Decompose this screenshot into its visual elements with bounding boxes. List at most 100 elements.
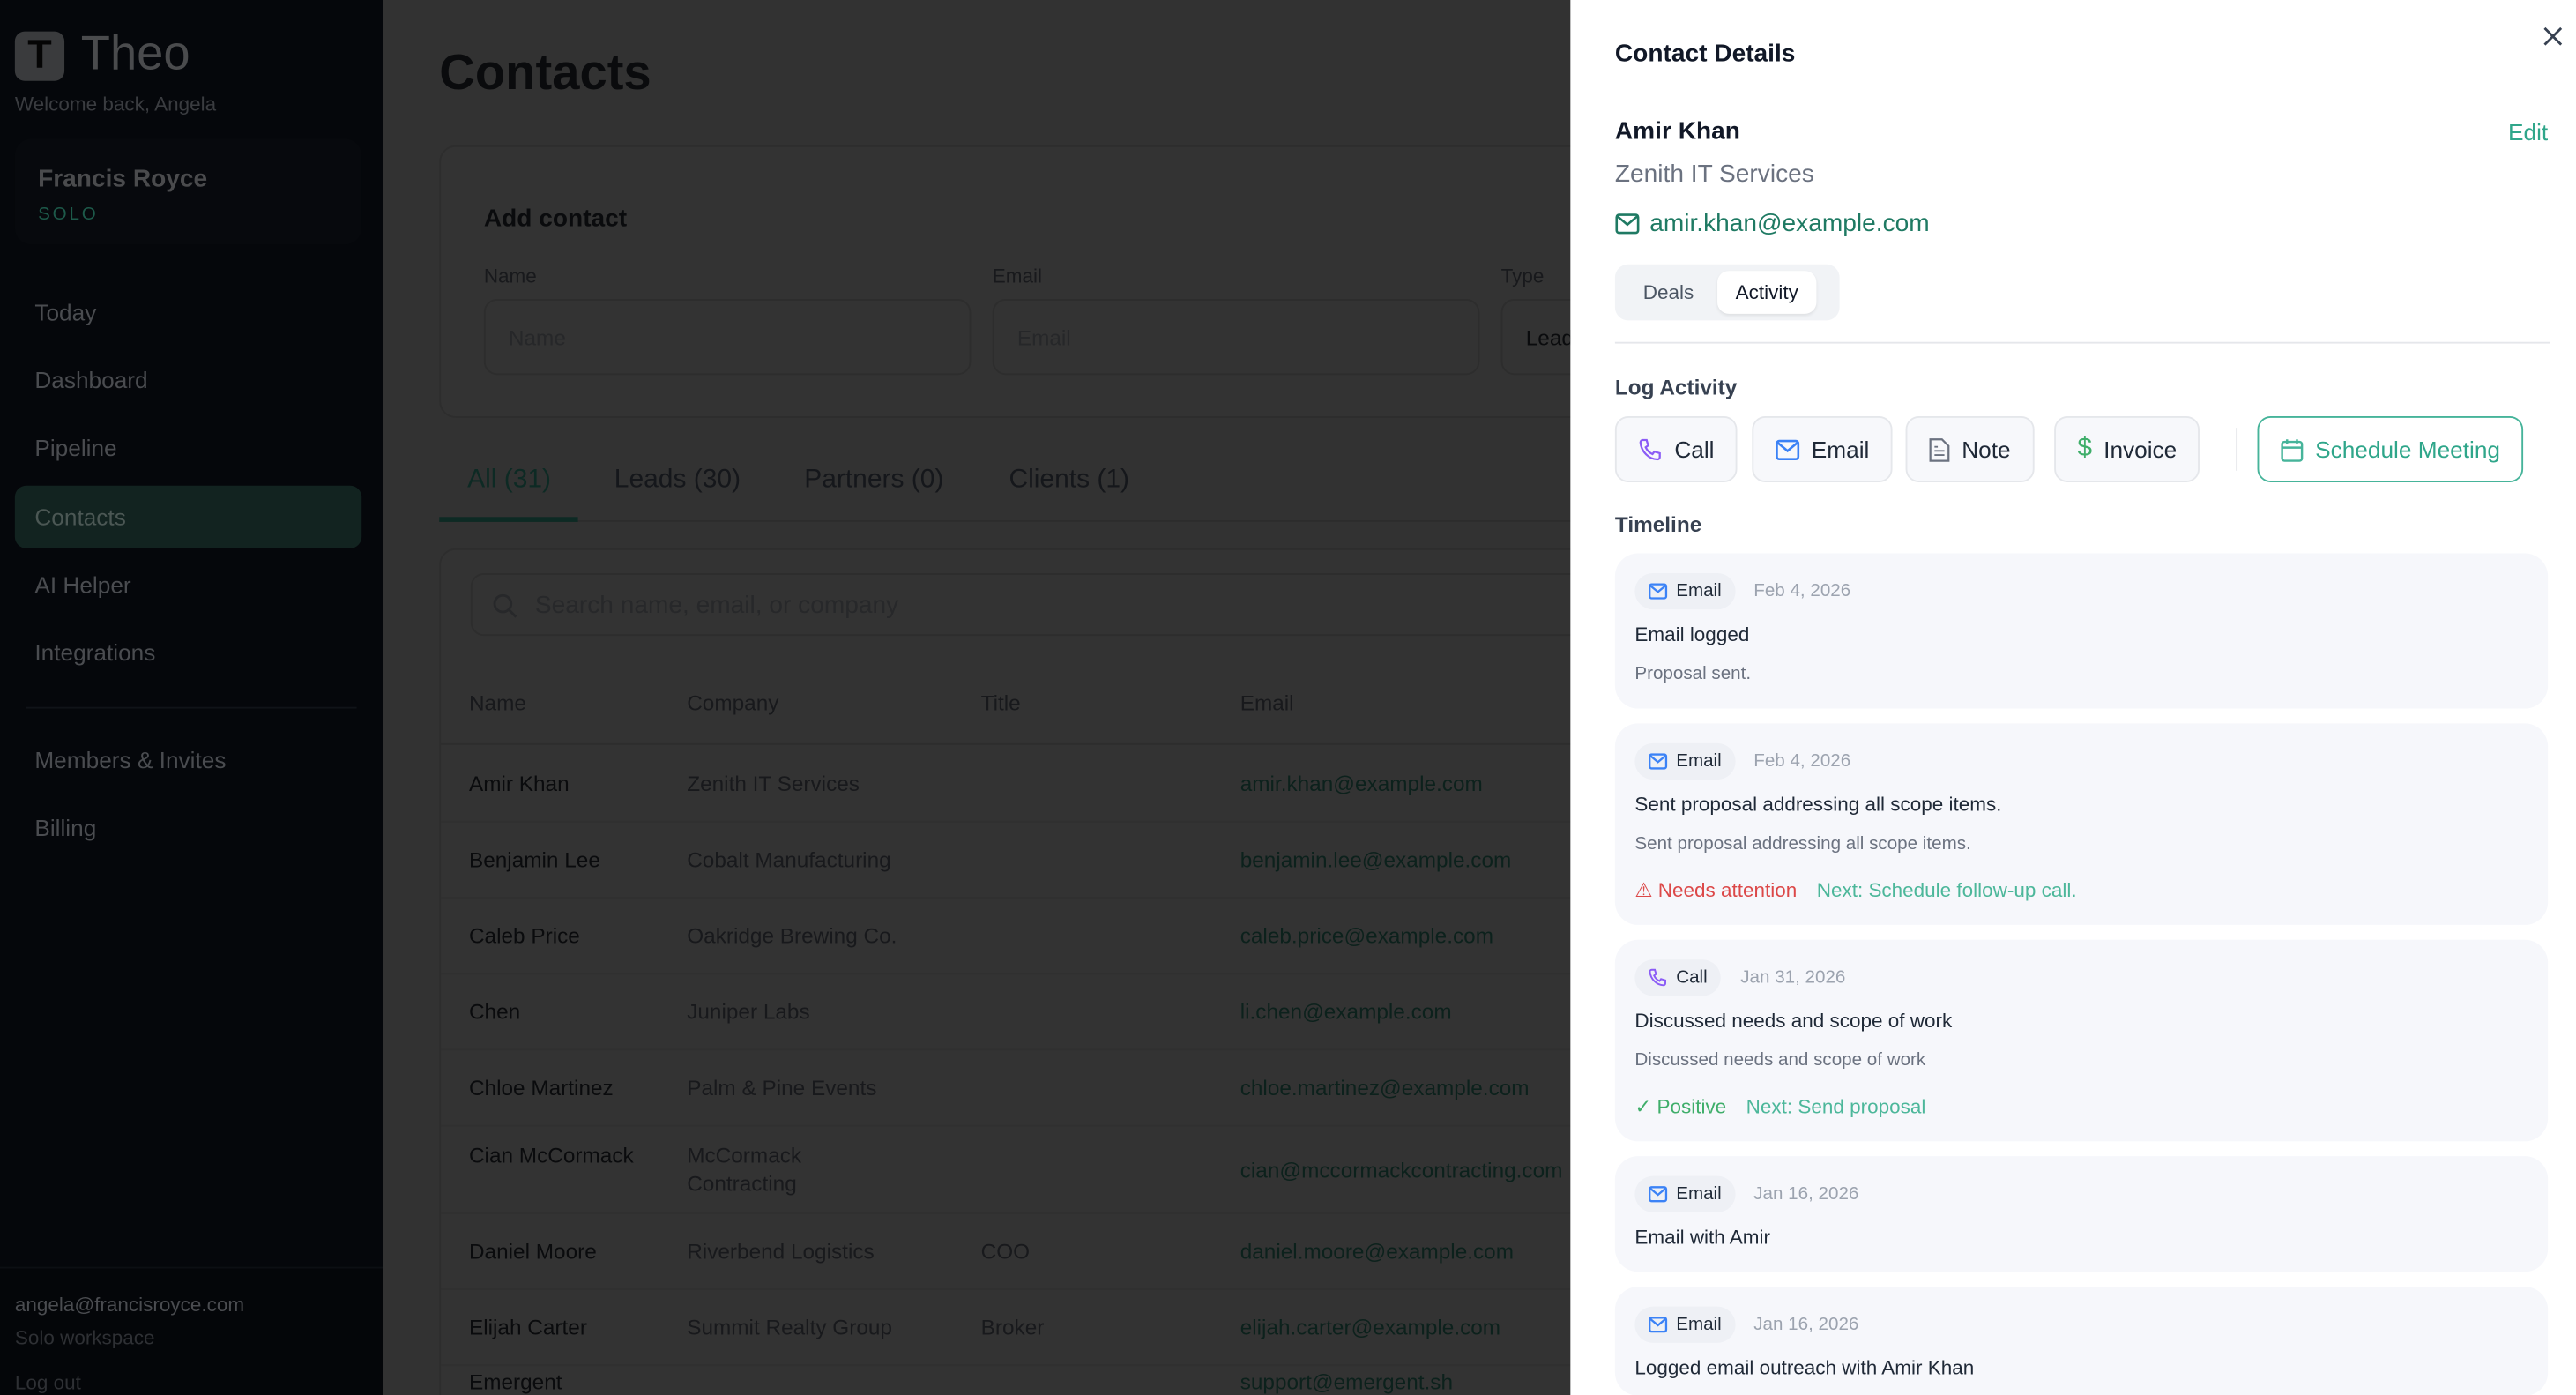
sidebar-item-contacts[interactable]: Contacts bbox=[14, 485, 362, 548]
cell-email: cian@mccormackcontracting.com bbox=[1240, 1158, 1563, 1183]
sentiment-badge: ⚠ Needs attention bbox=[1634, 878, 1797, 901]
timeline-item[interactable]: Email Jan 16, 2026 Logged email outreach… bbox=[1614, 1287, 2549, 1395]
tab-partners[interactable]: Partners (0) bbox=[804, 466, 944, 495]
activity-date: Feb 4, 2026 bbox=[1753, 581, 1851, 601]
close-button[interactable] bbox=[2542, 25, 2565, 56]
schedule-meeting-label: Schedule Meeting bbox=[2315, 436, 2501, 463]
sidebar-item-today[interactable]: Today bbox=[34, 299, 97, 326]
activity-type-badge: Call bbox=[1634, 959, 1721, 996]
table-row[interactable]: Amir Khan Zenith IT Services amir.khan@exa… bbox=[441, 747, 1927, 823]
tab-all[interactable]: All (31) bbox=[467, 466, 552, 495]
mail-icon bbox=[1648, 583, 1668, 600]
table-row[interactable]: Daniel Moore Riverbend Logistics COO daniel… bbox=[441, 1214, 1927, 1290]
drawer-tabs: Deals Activity bbox=[1614, 264, 1840, 321]
schedule-meeting-button[interactable]: Schedule Meeting bbox=[2257, 416, 2524, 482]
cell-name: Chloe Martinez bbox=[468, 1075, 614, 1100]
tab-activity[interactable]: Activity bbox=[1717, 271, 1817, 314]
cell-email: benjamin.lee@example.com bbox=[1240, 847, 1512, 872]
cell-name: Elijah Carter bbox=[468, 1314, 587, 1340]
activity-date: Jan 31, 2026 bbox=[1740, 967, 1846, 988]
log-email-button[interactable]: Email bbox=[1752, 416, 1893, 482]
contact-company: Zenith IT Services bbox=[1614, 160, 1814, 189]
table-row[interactable]: Cian McCormack McCormack Contracting cian@… bbox=[441, 1126, 1927, 1214]
activity-title: Email logged bbox=[1634, 623, 1750, 646]
calendar-icon bbox=[2281, 438, 2304, 461]
workspace-name: Francis Royce bbox=[38, 165, 208, 194]
table-row[interactable]: Caleb Price Oakridge Brewing Co. caleb.pri… bbox=[441, 899, 1927, 975]
email-label: Email bbox=[992, 264, 1042, 287]
cell-name: Amir Khan bbox=[468, 771, 570, 796]
next-step: Next: Send proposal bbox=[1746, 1094, 1926, 1119]
sidebar-item-members[interactable]: Members & Invites bbox=[34, 746, 227, 773]
log-invoice-button[interactable]: $ Invoice bbox=[2054, 416, 2200, 482]
cell-company: Summit Realty Group bbox=[687, 1314, 892, 1340]
workspace-card[interactable]: Francis Royce SOLO bbox=[14, 138, 362, 245]
timeline-item[interactable]: Email Jan 16, 2026 Email with Amir bbox=[1614, 1156, 2549, 1272]
cell-company: Riverbend Logistics bbox=[687, 1238, 875, 1264]
log-call-label: Call bbox=[1674, 436, 1715, 463]
sidebar-item-billing[interactable]: Billing bbox=[34, 814, 97, 841]
note-icon bbox=[1929, 437, 1950, 461]
cell-email: amir.khan@example.com bbox=[1240, 771, 1483, 796]
sidebar-item-pipeline[interactable]: Pipeline bbox=[34, 434, 117, 461]
activity-description: Discussed needs and scope of work bbox=[1634, 1050, 1926, 1070]
sidebar-item-integrations[interactable]: Integrations bbox=[34, 638, 156, 666]
phone-icon bbox=[1639, 437, 1661, 460]
column-email[interactable]: Email bbox=[1240, 690, 1294, 716]
cell-name: Cian McCormack bbox=[468, 1143, 634, 1168]
activity-title: Logged email outreach with Amir Khan bbox=[1634, 1355, 1975, 1380]
activity-type: Call bbox=[1676, 967, 1708, 988]
cell-title: COO bbox=[980, 1238, 1031, 1264]
type-label: Type bbox=[1500, 264, 1545, 287]
cell-email: li.chen@example.com bbox=[1240, 999, 1452, 1025]
sidebar-item-ai-helper[interactable]: AI Helper bbox=[34, 571, 131, 599]
table-row[interactable]: Chloe Martinez Palm & Pine Events chloe.ma… bbox=[441, 1050, 1927, 1127]
table-row[interactable]: Emergent support@emergent.sh bbox=[441, 1362, 1927, 1395]
timeline-title: Timeline bbox=[1614, 511, 1702, 537]
sentiment-label: Positive bbox=[1657, 1094, 1727, 1119]
column-title[interactable]: Title bbox=[980, 690, 1021, 716]
name-label: Name bbox=[483, 264, 537, 287]
edit-button[interactable]: Edit bbox=[2508, 118, 2549, 145]
sidebar-item-dashboard[interactable]: Dashboard bbox=[34, 366, 148, 393]
column-company[interactable]: Company bbox=[687, 690, 779, 716]
log-activity-title: Log Activity bbox=[1614, 375, 1738, 400]
timeline-item[interactable]: Email Feb 4, 2026 Email logged Proposal s… bbox=[1614, 553, 2549, 709]
drawer-title: Contact Details bbox=[1614, 39, 1796, 68]
cell-title: Broker bbox=[980, 1314, 1045, 1340]
sidebar: T Theo Welcome back, Angela Francis Royc… bbox=[0, 0, 383, 1395]
email-input[interactable]: Email bbox=[992, 299, 1480, 376]
app-name: Theo bbox=[80, 27, 190, 81]
activity-footer: ✓ Positive Next: Send proposal bbox=[1634, 1095, 1925, 1118]
workspace-plan: SOLO bbox=[38, 205, 99, 225]
cell-email: daniel.moore@example.com bbox=[1240, 1238, 1515, 1264]
table-row[interactable]: Elijah Carter Summit Realty Group Broker el… bbox=[441, 1290, 1927, 1367]
activity-date: Feb 4, 2026 bbox=[1753, 751, 1851, 772]
activity-type-badge: Email bbox=[1634, 1306, 1735, 1343]
column-name[interactable]: Name bbox=[468, 690, 526, 716]
header-divider bbox=[441, 742, 1927, 745]
table-row[interactable]: Benjamin Lee Cobalt Manufacturing benjamin… bbox=[441, 823, 1927, 899]
timeline-item[interactable]: Call Jan 31, 2026 Discussed needs and sc… bbox=[1614, 939, 2549, 1142]
search-input[interactable]: Search name, email, or company bbox=[470, 572, 1925, 637]
contact-email-link[interactable]: amir.khan@example.com bbox=[1615, 210, 1930, 238]
table-row[interactable]: Chen Juniper Labs li.chen@example.com bbox=[441, 974, 1927, 1051]
page-title: Contacts bbox=[439, 46, 651, 101]
logo[interactable]: T Theo bbox=[14, 27, 190, 83]
cell-company: Zenith IT Services bbox=[687, 771, 860, 796]
tab-leads[interactable]: Leads (30) bbox=[614, 466, 741, 495]
cell-email: elijah.carter@example.com bbox=[1240, 1314, 1501, 1340]
logout-link[interactable]: Log out bbox=[14, 1370, 81, 1394]
tab-clients[interactable]: Clients (1) bbox=[1009, 466, 1130, 495]
cell-email: support@emergent.sh bbox=[1240, 1369, 1454, 1394]
timeline-item[interactable]: Email Feb 4, 2026 Sent proposal addressi… bbox=[1614, 723, 2549, 925]
cell-name: Chen bbox=[468, 999, 521, 1025]
log-call-button[interactable]: Call bbox=[1614, 416, 1738, 482]
log-note-button[interactable]: Note bbox=[1905, 416, 2034, 482]
logo-mark: T bbox=[14, 30, 65, 80]
tab-deals[interactable]: Deals bbox=[1642, 280, 1694, 304]
active-tab-indicator bbox=[439, 517, 578, 522]
check-icon: ✓ bbox=[1634, 1094, 1652, 1119]
name-input[interactable]: Name bbox=[483, 299, 972, 376]
